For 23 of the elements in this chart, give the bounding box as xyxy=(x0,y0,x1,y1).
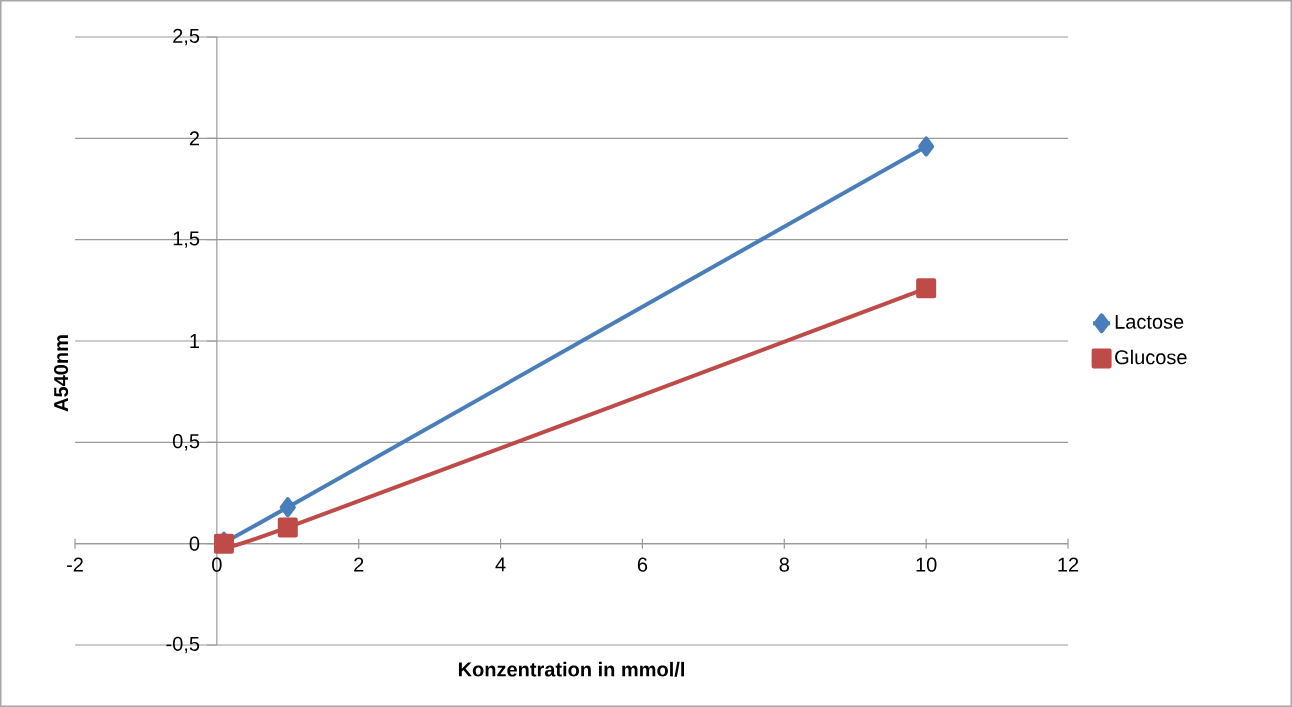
legend-label: Glucose xyxy=(1115,349,1187,365)
y-tick-label: 1 xyxy=(190,334,200,348)
legend-label: Lactose xyxy=(1115,314,1184,329)
y-tick-label: -0,5 xyxy=(166,636,200,654)
x-tick-label: 0 xyxy=(212,557,222,572)
x-tick-label: 4 xyxy=(495,557,506,572)
point xyxy=(918,136,935,157)
x-tick-label: -2 xyxy=(67,557,83,572)
x-tick-label: 8 xyxy=(779,557,789,572)
point xyxy=(277,517,298,538)
x-tick-label: 12 xyxy=(1058,557,1079,572)
y-tick-label: 0 xyxy=(189,536,200,551)
y-tick-label: 2 xyxy=(189,131,199,146)
y-tick-label: 2,5 xyxy=(173,28,200,46)
point xyxy=(279,497,296,518)
x-tick-label: 2 xyxy=(354,557,364,572)
x-tick-label: 10 xyxy=(916,557,937,572)
y-axis-title: A540nm xyxy=(53,335,69,412)
x-tick-label: 6 xyxy=(637,557,648,572)
y-tick-label: 0,5 xyxy=(172,434,200,451)
x-axis-title: Konzentration in mmol/l xyxy=(458,661,684,677)
point xyxy=(916,278,937,299)
y-tick-label: 1,5 xyxy=(173,231,200,248)
